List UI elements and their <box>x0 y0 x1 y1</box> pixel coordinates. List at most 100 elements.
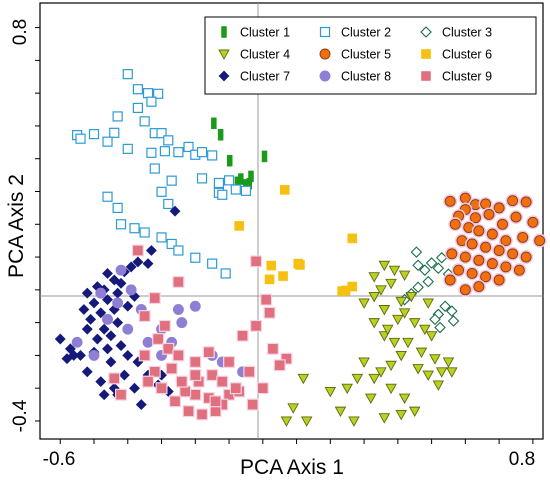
data-point <box>365 393 377 404</box>
data-point <box>91 333 103 345</box>
data-point <box>341 383 353 395</box>
data-point <box>459 192 471 204</box>
legend-entry: Cluster 3 <box>420 26 492 40</box>
legend-entry: Cluster 8 <box>319 70 391 84</box>
data-point <box>220 268 231 279</box>
data-point <box>446 305 458 317</box>
x-axis-label: PCA Axis 1 <box>240 456 344 479</box>
data-point <box>211 117 217 130</box>
data-point <box>486 258 498 270</box>
data-point <box>183 141 194 153</box>
data-point <box>139 311 150 321</box>
data-point <box>358 298 370 309</box>
data-point <box>247 399 258 410</box>
legend: Cluster 1 Cluster 2 Cluster 3 Cluster 4 Clus… <box>204 16 537 95</box>
data-point <box>248 170 254 183</box>
data-point <box>166 363 177 374</box>
data-points <box>54 69 547 427</box>
data-point <box>102 313 113 325</box>
data-point <box>163 344 174 354</box>
data-point <box>210 396 221 407</box>
data-point <box>133 245 143 256</box>
data-point <box>169 205 181 217</box>
legend-entry: Cluster 1 <box>221 26 290 40</box>
data-point <box>112 317 124 329</box>
data-point <box>125 261 137 273</box>
data-point <box>98 323 110 335</box>
data-point <box>470 212 481 224</box>
data-point <box>500 261 512 273</box>
data-point <box>412 259 424 272</box>
data-point <box>297 373 310 385</box>
legend-label: Cluster 5 <box>341 48 391 62</box>
legend-label: Cluster 9 <box>442 70 492 84</box>
data-point <box>78 304 90 315</box>
data-point <box>395 350 407 362</box>
data-point <box>268 344 278 354</box>
data-point <box>112 297 124 309</box>
data-point <box>408 318 421 329</box>
data-point <box>446 248 458 260</box>
data-point <box>190 357 201 367</box>
data-point <box>439 300 451 313</box>
data-point <box>415 347 428 359</box>
data-point <box>375 367 387 378</box>
data-point <box>368 318 380 329</box>
data-point <box>324 387 337 398</box>
data-point <box>156 128 167 139</box>
data-point <box>520 251 532 263</box>
legend-entry: Cluster 6 <box>421 48 492 62</box>
data-point <box>149 366 160 377</box>
data-point <box>125 284 137 296</box>
data-point <box>109 373 120 384</box>
data-point <box>115 219 127 230</box>
legend-label: Cluster 4 <box>240 48 290 62</box>
data-point <box>122 323 134 335</box>
data-point <box>217 129 224 141</box>
series-5 <box>443 191 547 297</box>
data-point <box>88 349 100 361</box>
data-point <box>146 147 157 158</box>
data-point <box>156 232 167 243</box>
data-point <box>115 340 127 351</box>
data-point <box>466 238 478 250</box>
y-axis-label: PCA Axis 2 <box>5 174 28 278</box>
data-point <box>122 69 133 80</box>
legend-symbol <box>319 70 331 82</box>
data-point <box>266 260 277 271</box>
data-point <box>453 264 465 276</box>
legend-entry: Cluster 2 <box>319 26 391 40</box>
legend-box <box>204 16 537 95</box>
data-point <box>483 208 495 220</box>
data-point <box>388 337 401 349</box>
x-tick-label-left: -0.6 <box>43 449 76 470</box>
data-point <box>213 177 225 189</box>
data-point <box>135 399 147 411</box>
data-point <box>132 84 143 95</box>
data-point <box>274 360 285 371</box>
data-point <box>447 315 460 327</box>
legend-symbol <box>420 26 432 38</box>
data-point <box>176 317 188 329</box>
data-point <box>378 331 391 342</box>
data-point <box>142 258 154 270</box>
data-point <box>261 150 268 163</box>
legend-symbol <box>319 26 331 38</box>
data-point <box>473 254 485 266</box>
data-point <box>432 262 445 274</box>
data-point <box>139 227 150 238</box>
data-point <box>102 136 113 147</box>
data-point <box>145 245 157 256</box>
data-point <box>459 284 471 296</box>
data-point <box>176 376 187 387</box>
legend-symbol <box>218 70 230 82</box>
data-point <box>351 373 364 385</box>
data-point <box>459 251 471 263</box>
data-point <box>432 380 445 391</box>
data-point <box>395 296 407 308</box>
data-point <box>534 235 546 247</box>
data-point <box>493 202 505 214</box>
data-point <box>422 370 434 382</box>
data-point <box>480 271 492 283</box>
